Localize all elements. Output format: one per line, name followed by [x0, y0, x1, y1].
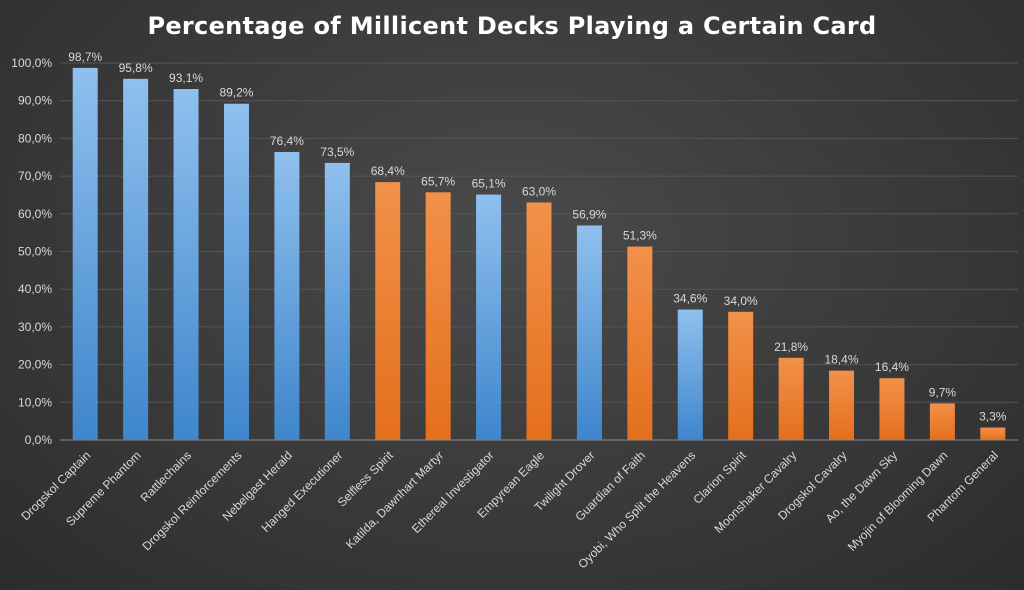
y-tick-label: 60,0%	[18, 207, 52, 221]
x-tick-label: Drogskol Reinforcements	[139, 448, 244, 553]
y-tick-label: 20,0%	[18, 358, 52, 372]
data-label: 9,7%	[929, 385, 957, 399]
chart-title: Percentage of Millicent Decks Playing a …	[147, 12, 877, 40]
bar	[425, 192, 451, 440]
data-label: 68,4%	[371, 164, 405, 178]
data-label: 65,7%	[421, 174, 455, 188]
bar	[375, 182, 401, 440]
data-label: 98,7%	[68, 50, 102, 64]
y-tick-label: 0,0%	[25, 433, 53, 447]
bar	[526, 202, 552, 440]
x-tick-label: Myojin of Blooming Dawn	[845, 448, 951, 554]
data-label: 95,8%	[119, 61, 153, 75]
bar	[879, 378, 905, 440]
data-label: 73,5%	[320, 145, 354, 159]
bar	[929, 403, 955, 440]
bar	[223, 103, 249, 440]
bar	[72, 67, 98, 440]
data-label: 51,3%	[623, 229, 657, 243]
data-label: 34,0%	[724, 294, 758, 308]
bar	[728, 311, 754, 440]
data-label: 89,2%	[219, 86, 253, 100]
data-label: 63,0%	[522, 184, 556, 198]
data-label: 34,6%	[673, 292, 707, 306]
bar	[627, 246, 653, 440]
y-tick-label: 100,0%	[11, 56, 52, 70]
data-label: 56,9%	[572, 207, 606, 221]
bar	[829, 370, 855, 440]
bar	[476, 194, 502, 440]
data-label: 3,3%	[979, 410, 1007, 424]
y-tick-label: 50,0%	[18, 245, 52, 259]
y-tick-label: 80,0%	[18, 131, 52, 145]
data-label: 76,4%	[270, 134, 304, 148]
data-label: 93,1%	[169, 71, 203, 85]
bar	[778, 357, 804, 440]
data-label: 21,8%	[774, 340, 808, 354]
data-label: 65,1%	[472, 177, 506, 191]
y-tick-label: 70,0%	[18, 169, 52, 183]
bar	[677, 309, 703, 440]
bar	[980, 427, 1006, 440]
y-tick-label: 90,0%	[18, 94, 52, 108]
y-tick-label: 30,0%	[18, 320, 52, 334]
data-label: 18,4%	[825, 353, 859, 367]
bar	[274, 151, 300, 441]
y-tick-label: 40,0%	[18, 282, 52, 296]
bar	[173, 89, 199, 440]
bar	[123, 78, 149, 441]
x-tick-label: Katilda, Dawnhart Martyr	[343, 448, 446, 551]
y-tick-label: 10,0%	[18, 395, 52, 409]
data-label: 16,4%	[875, 360, 909, 374]
bar	[324, 162, 350, 440]
bar	[576, 225, 602, 440]
